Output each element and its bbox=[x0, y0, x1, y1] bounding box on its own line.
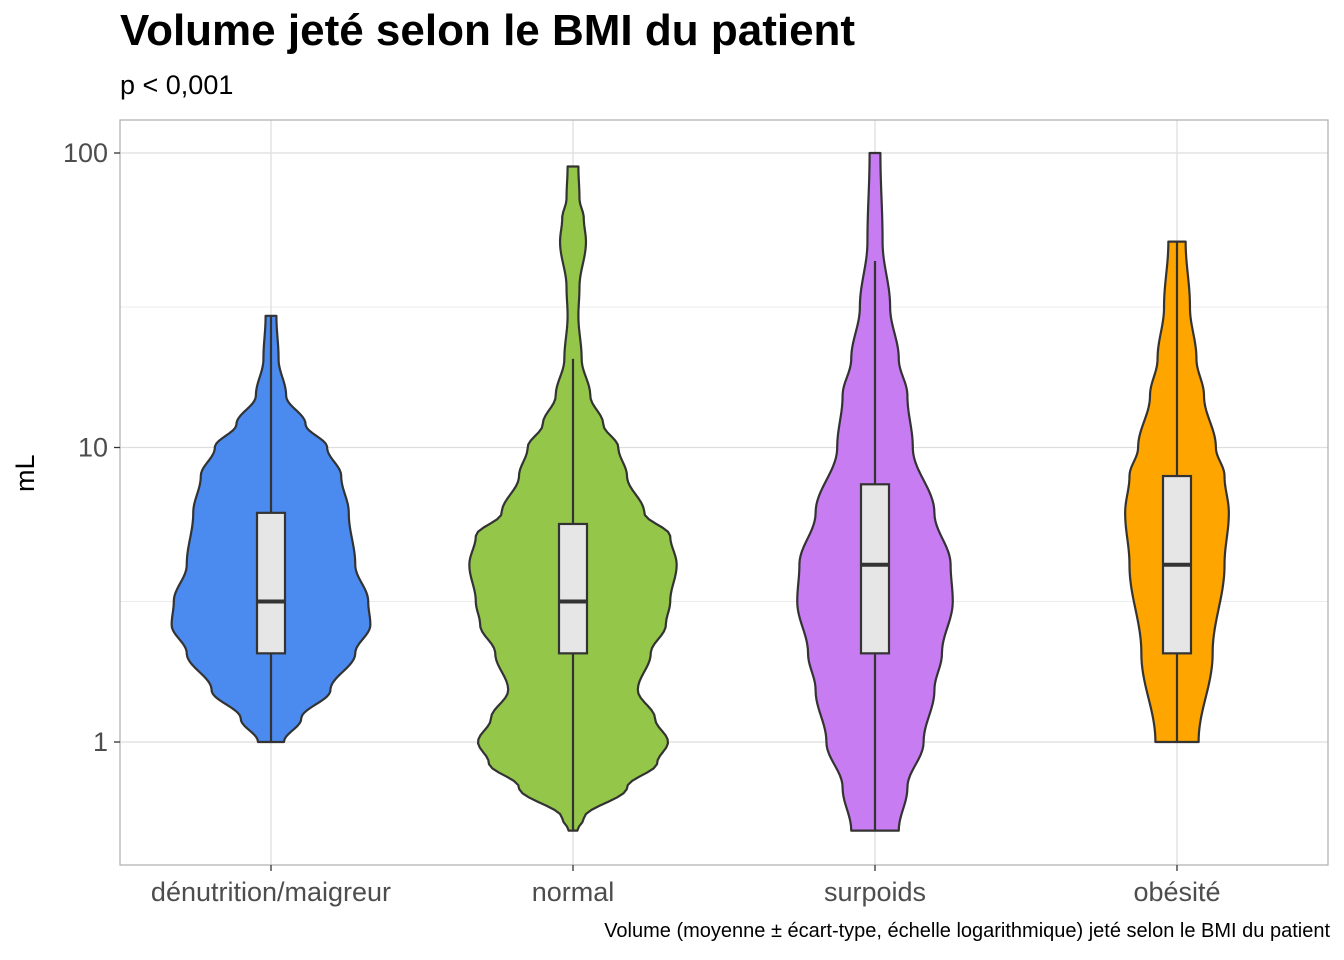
violin-group bbox=[170, 314, 372, 744]
y-axis: 1 10 100 bbox=[63, 138, 120, 757]
chart-subtitle: p < 0,001 bbox=[120, 70, 234, 100]
violin-group bbox=[1124, 240, 1230, 744]
box bbox=[557, 522, 589, 655]
violin-group bbox=[796, 151, 954, 832]
y-tick-label: 10 bbox=[78, 433, 108, 463]
violin-group bbox=[468, 165, 678, 832]
violins bbox=[170, 151, 1230, 832]
box bbox=[255, 511, 287, 655]
box bbox=[859, 483, 891, 655]
x-axis: dénutrition/maigreur normal surpoids obésit… bbox=[151, 865, 1221, 907]
x-tick-label: surpoids bbox=[824, 877, 926, 907]
x-tick-label: dénutrition/maigreur bbox=[151, 877, 391, 907]
plot-border bbox=[119, 119, 1329, 866]
x-tick-label: obésité bbox=[1133, 877, 1220, 907]
y-tick-label: 100 bbox=[63, 138, 108, 168]
y-tick-label: 1 bbox=[93, 727, 108, 757]
chart-title: Volume jeté selon le BMI du patient bbox=[120, 6, 856, 55]
chart-caption: Volume (moyenne ± écart-type, échelle lo… bbox=[604, 920, 1330, 942]
x-tick-label: normal bbox=[532, 877, 615, 907]
